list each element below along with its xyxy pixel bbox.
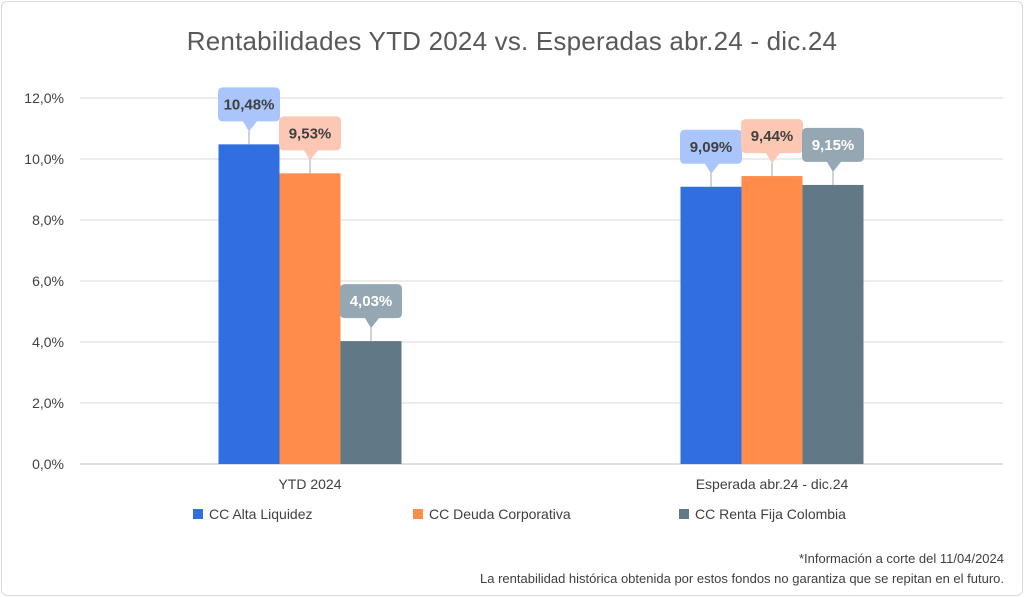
legend-item: CC Renta Fija Colombia [679, 506, 846, 522]
legend-label: CC Deuda Corporativa [429, 506, 571, 522]
bar [741, 176, 803, 464]
data-label: 9,09% [690, 139, 733, 156]
chart-title: Rentabilidades YTD 2024 vs. Esperadas ab… [186, 26, 838, 56]
legend-item: CC Deuda Corporativa [413, 506, 571, 522]
footnote-disclaimer: La rentabilidad histórica obtenida por e… [480, 571, 1004, 586]
legend-swatch [413, 509, 423, 519]
data-label: 10,48% [224, 96, 275, 113]
bar [279, 173, 341, 464]
chart-legend: CC Alta Liquidez CC Deuda Corporativa CC R… [0, 506, 1024, 526]
bar [802, 184, 864, 465]
data-label-callout [340, 284, 402, 329]
data-label-callout [680, 129, 742, 174]
legend-swatch [679, 509, 689, 519]
data-label-callout [741, 119, 803, 164]
legend-swatch [193, 509, 203, 519]
data-label-callout [218, 87, 280, 132]
y-tick-label: 4,0% [32, 334, 64, 350]
footnote-date: *Información a corte del 11/04/2024 [798, 551, 1004, 566]
data-label: 9,53% [289, 125, 332, 142]
data-label-callout [279, 116, 341, 161]
legend-label: CC Alta Liquidez [209, 506, 313, 522]
y-tick-label: 8,0% [32, 212, 64, 228]
legend-label: CC Renta Fija Colombia [695, 506, 846, 522]
y-tick-label: 10,0% [24, 151, 64, 167]
y-tick-label: 6,0% [32, 273, 64, 289]
x-category-label: Esperada abr.24 - dic.24 [696, 476, 849, 492]
data-label: 9,44% [751, 128, 794, 145]
bar [340, 341, 402, 464]
data-label: 9,15% [812, 137, 855, 154]
bar [680, 186, 742, 464]
legend-item: CC Alta Liquidez [193, 506, 313, 522]
y-tick-label: 12,0% [24, 90, 64, 106]
data-label-callout [802, 127, 864, 172]
data-label: 4,03% [350, 293, 393, 310]
y-tick-label: 2,0% [32, 395, 64, 411]
bar [218, 144, 280, 465]
x-category-label: YTD 2024 [278, 476, 341, 492]
y-tick-label: 0,0% [32, 456, 64, 472]
